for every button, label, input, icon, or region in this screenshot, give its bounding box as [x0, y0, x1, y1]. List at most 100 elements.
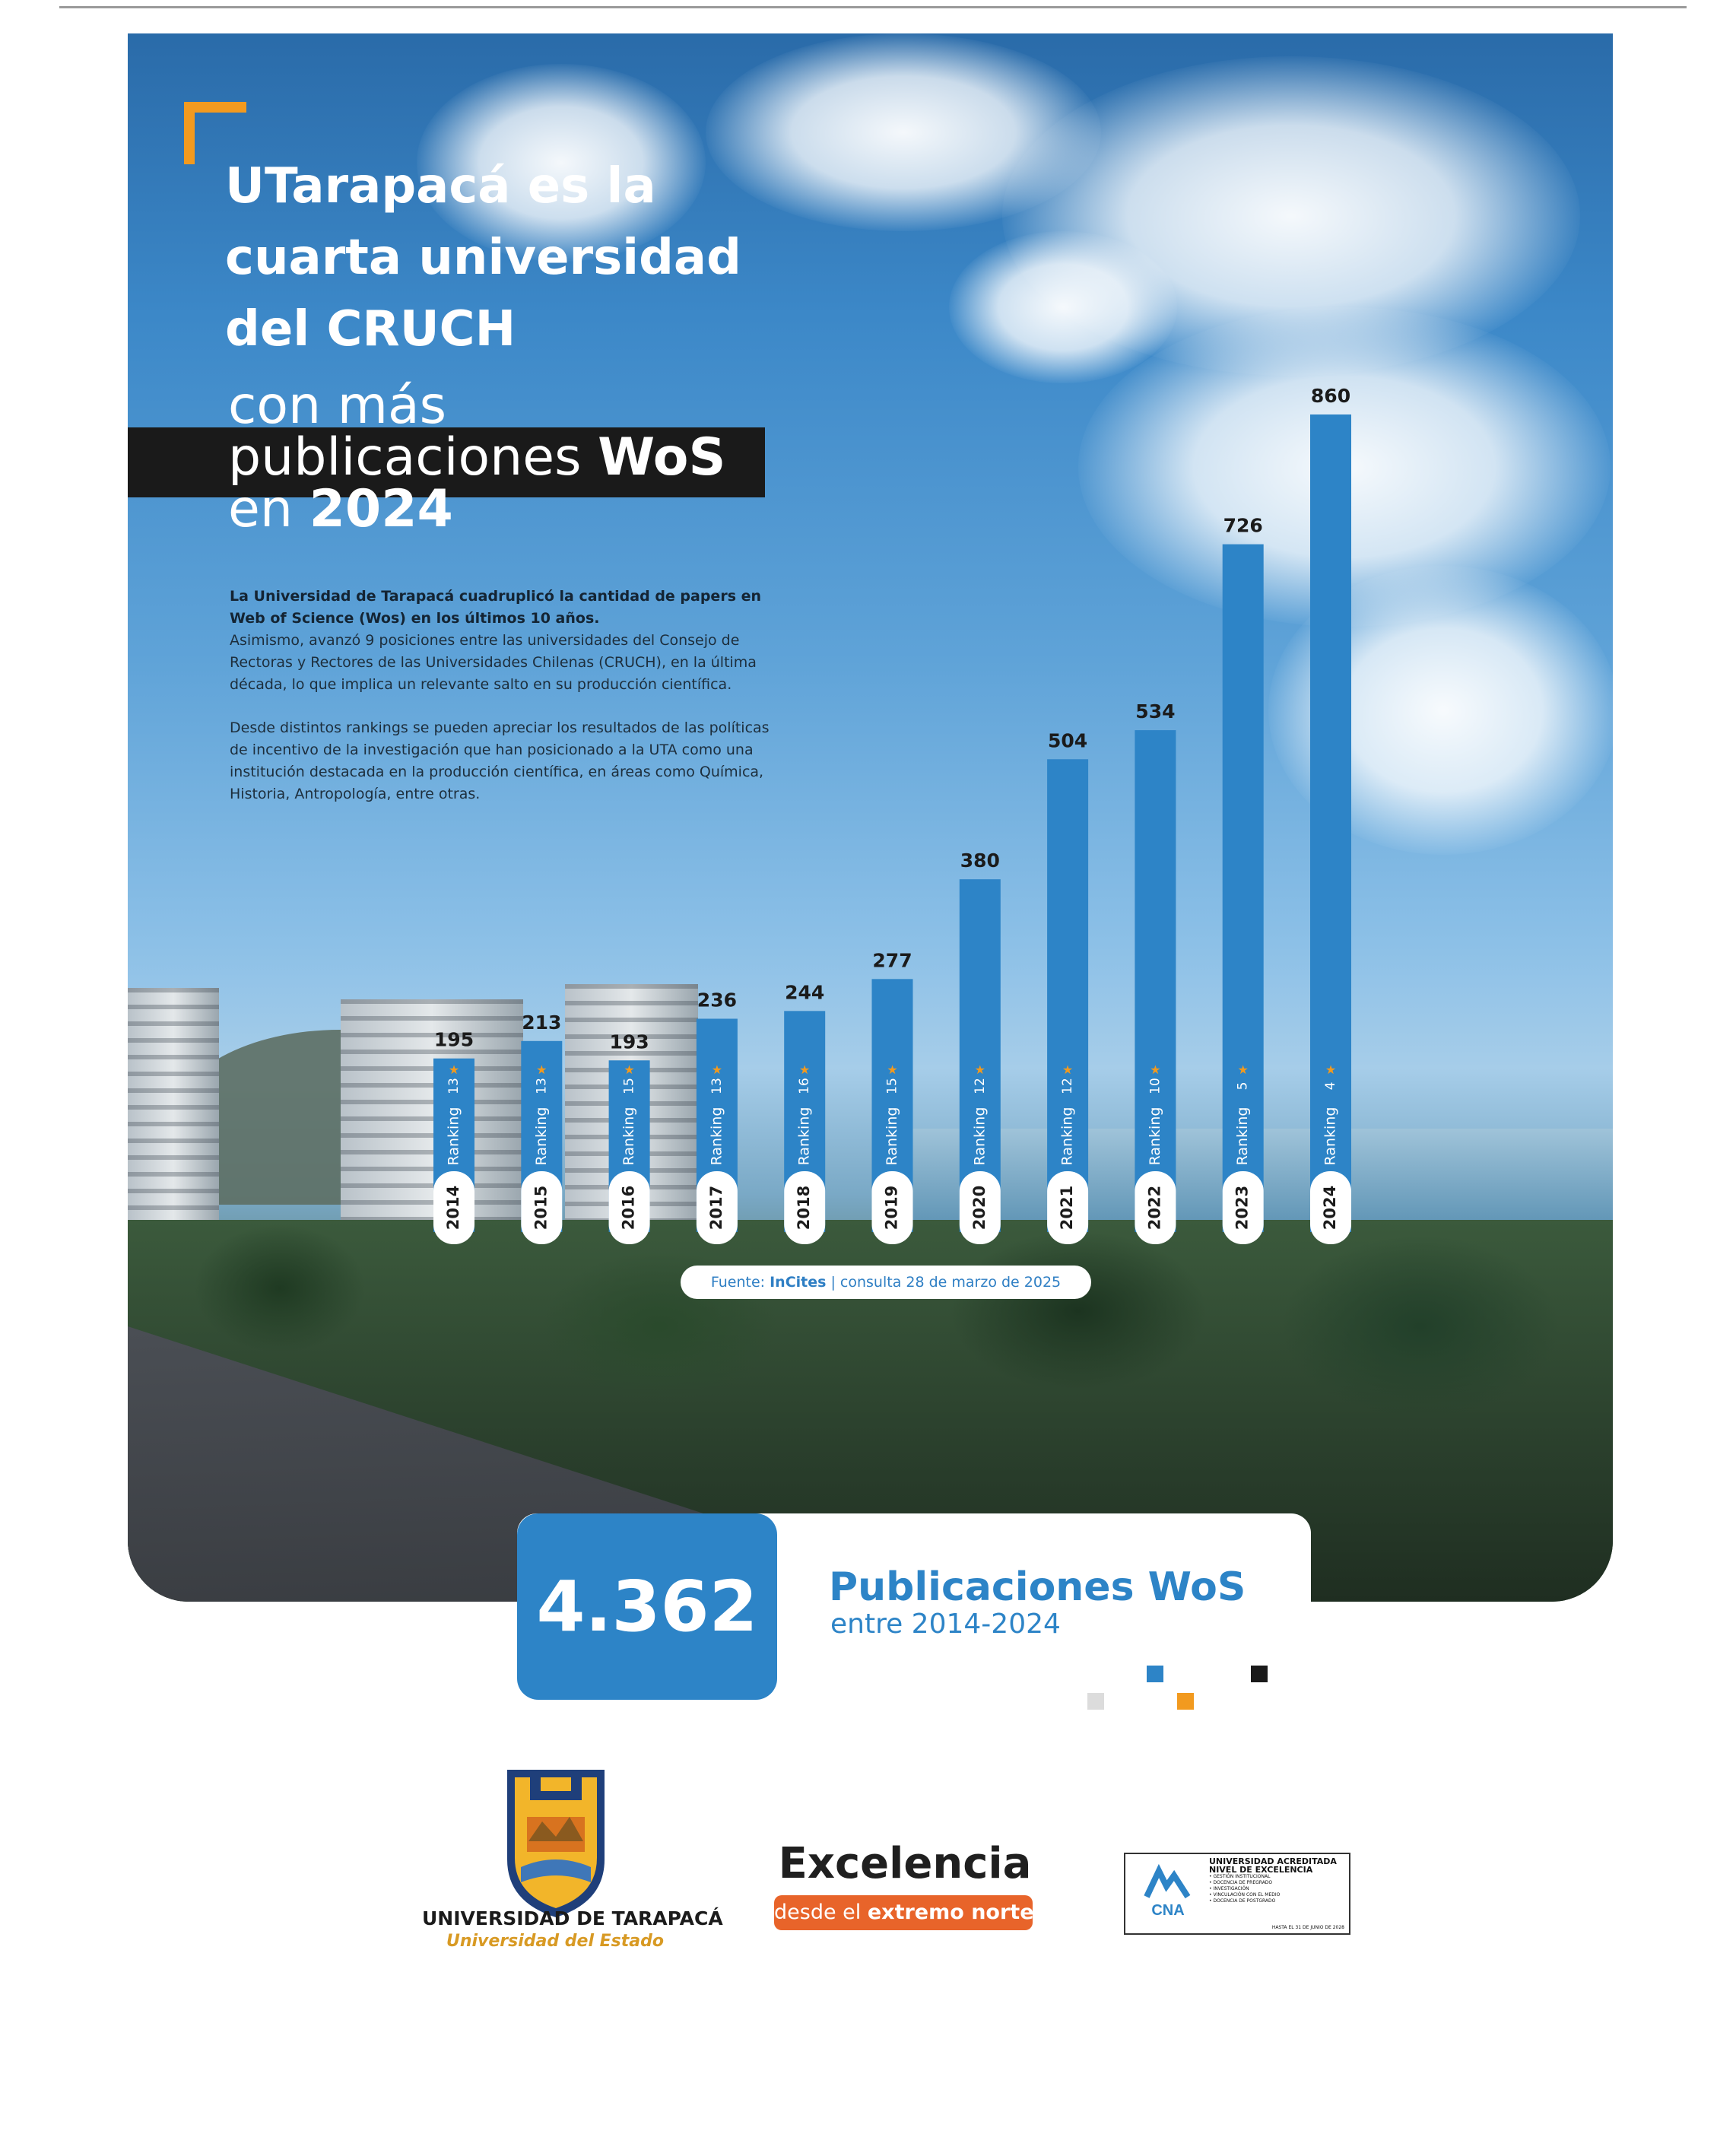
ranking-number: 15 — [622, 1078, 637, 1094]
uta-name: UNIVERSIDAD DE TARAPACÁ — [422, 1907, 723, 1929]
ranking-number: 12 — [1060, 1078, 1075, 1094]
ranking-label: Ranking — [446, 1107, 462, 1166]
cna-item: • VINCULACIÓN CON EL MEDIO — [1209, 1892, 1281, 1898]
star-icon: ★ — [1150, 1062, 1160, 1077]
subtitle-band — [128, 427, 765, 497]
year-pill — [433, 1171, 474, 1244]
body-lead: La Universidad de Tarapacá cuadruplicó l… — [230, 588, 762, 627]
ranking-number: 4 — [1323, 1082, 1338, 1091]
year-pill — [1047, 1171, 1089, 1244]
publications-bar-chart: 1952014Ranking13★2132015Ranking13★193201… — [433, 385, 1351, 1244]
decor-square — [1251, 1666, 1268, 1682]
excellence-pill: desde el extremo norte — [774, 1895, 1034, 1930]
ranking-label: Ranking — [1322, 1107, 1339, 1166]
year-pill — [1310, 1171, 1351, 1244]
cna-title: NIVEL DE EXCELENCIA — [1209, 1865, 1313, 1875]
source-note: Fuente: InCites | consulta 28 de marzo d… — [681, 1266, 1091, 1299]
ranking-number: 16 — [797, 1078, 812, 1094]
building — [128, 988, 219, 1247]
year-pill — [608, 1171, 650, 1244]
page-title: UTarapacá es la cuarta universidad del C… — [225, 151, 803, 365]
bar-value-label: 726 — [1223, 515, 1263, 537]
bar-value-label: 213 — [522, 1012, 561, 1034]
cloud — [949, 231, 1177, 383]
ranking-label: Ranking — [1147, 1107, 1163, 1166]
title-line: cuarta universidad — [225, 230, 741, 286]
year-label: 2023 — [1233, 1186, 1252, 1230]
bar-value-label: 860 — [1311, 385, 1350, 407]
decor-square — [1177, 1693, 1194, 1710]
ranking-number: 10 — [1147, 1078, 1163, 1094]
cna-accreditation-badge: CNA UNIVERSIDAD ACREDITADA NIVEL DE EXCE… — [1124, 1853, 1350, 1935]
star-icon: ★ — [1062, 1062, 1073, 1077]
cloud — [417, 64, 706, 262]
cna-item: • DOCENCIA DE PREGRADO — [1209, 1880, 1273, 1885]
ranking-label: Ranking — [884, 1107, 900, 1166]
subtitle-bold: 2024 — [309, 479, 453, 539]
bar — [1222, 544, 1264, 1232]
body-paragraph: Asimismo, avanzó 9 posiciones entre las … — [230, 632, 757, 693]
excellence-bold: extremo norte — [867, 1901, 1034, 1924]
ranking-label: Ranking — [971, 1107, 988, 1166]
decor-square — [1087, 1693, 1104, 1710]
uta-crest-logo — [507, 1770, 605, 1917]
bar-value-label: 244 — [785, 981, 824, 1003]
year-label: 2019 — [883, 1186, 901, 1230]
year-label: 2021 — [1058, 1186, 1076, 1230]
uta-subtitle: Universidad del Estado — [446, 1932, 665, 1951]
cna-item: • DOCENCIA DE POSTGRADO — [1209, 1898, 1276, 1904]
ranking-number: 13 — [446, 1078, 462, 1094]
star-icon: ★ — [975, 1062, 985, 1077]
star-icon: ★ — [887, 1062, 897, 1077]
star-icon: ★ — [1238, 1062, 1249, 1077]
total-label: Publicaciones WoS — [829, 1564, 1246, 1610]
year-label: 2020 — [970, 1186, 989, 1230]
year-pill — [696, 1171, 738, 1244]
bar — [1310, 414, 1351, 1232]
bar — [1135, 730, 1176, 1232]
cna-logo-icon: CNA — [1144, 1863, 1191, 1919]
bar-value-label: 193 — [610, 1031, 649, 1053]
ranking-label: Ranking — [533, 1107, 550, 1166]
subtitle-line: publicaciones WoS — [228, 432, 725, 484]
title-line: UTarapacá es la — [225, 158, 656, 214]
bar-value-label: 504 — [1048, 729, 1087, 751]
total-sub: entre 2014-2024 — [830, 1609, 1061, 1640]
subtitle-line: en 2024 — [228, 484, 725, 535]
year-label: 2016 — [620, 1186, 638, 1230]
excellence-title: Excelencia — [778, 1839, 1032, 1888]
subtitle-text: publicaciones — [228, 427, 598, 487]
ranking-number: 5 — [1236, 1082, 1251, 1091]
bar-value-label: 195 — [434, 1029, 474, 1051]
bar-value-label: 380 — [960, 850, 1000, 872]
year-label: 2018 — [795, 1186, 813, 1230]
cna-item: • INVESTIGACIÓN — [1209, 1886, 1249, 1891]
top-divider — [59, 6, 1687, 8]
ranking-number: 12 — [973, 1078, 988, 1094]
subtitle-line: con más — [228, 376, 447, 436]
bar-value-label: 277 — [872, 949, 912, 971]
bar-value-label: 534 — [1135, 700, 1175, 723]
year-pill — [521, 1171, 563, 1244]
year-label: 2024 — [1321, 1186, 1339, 1230]
star-icon: ★ — [712, 1062, 722, 1077]
source-prefix: Fuente: — [710, 1274, 770, 1291]
body-paragraph: Desde distintos rankings se pueden aprec… — [230, 719, 770, 802]
cna-item: • GESTIÓN INSTITUCIONAL — [1209, 1874, 1271, 1879]
ranking-number: 13 — [709, 1078, 725, 1094]
decor-square — [1147, 1666, 1163, 1682]
year-pill — [1222, 1171, 1264, 1244]
ranking-label: Ranking — [708, 1107, 725, 1166]
subtitle-text: en — [228, 479, 309, 539]
year-pill — [784, 1171, 826, 1244]
body-text: La Universidad de Tarapacá cuadruplicó l… — [230, 586, 770, 827]
star-icon: ★ — [1325, 1062, 1336, 1077]
source-rest: | consulta 28 de marzo de 2025 — [826, 1274, 1062, 1291]
bar-value-label: 236 — [697, 989, 737, 1012]
ranking-label: Ranking — [1234, 1107, 1251, 1166]
star-icon: ★ — [624, 1062, 634, 1077]
ranking-label: Ranking — [1059, 1107, 1076, 1166]
ranking-label: Ranking — [620, 1107, 637, 1166]
year-pill — [959, 1171, 1001, 1244]
year-label: 2022 — [1145, 1186, 1163, 1230]
